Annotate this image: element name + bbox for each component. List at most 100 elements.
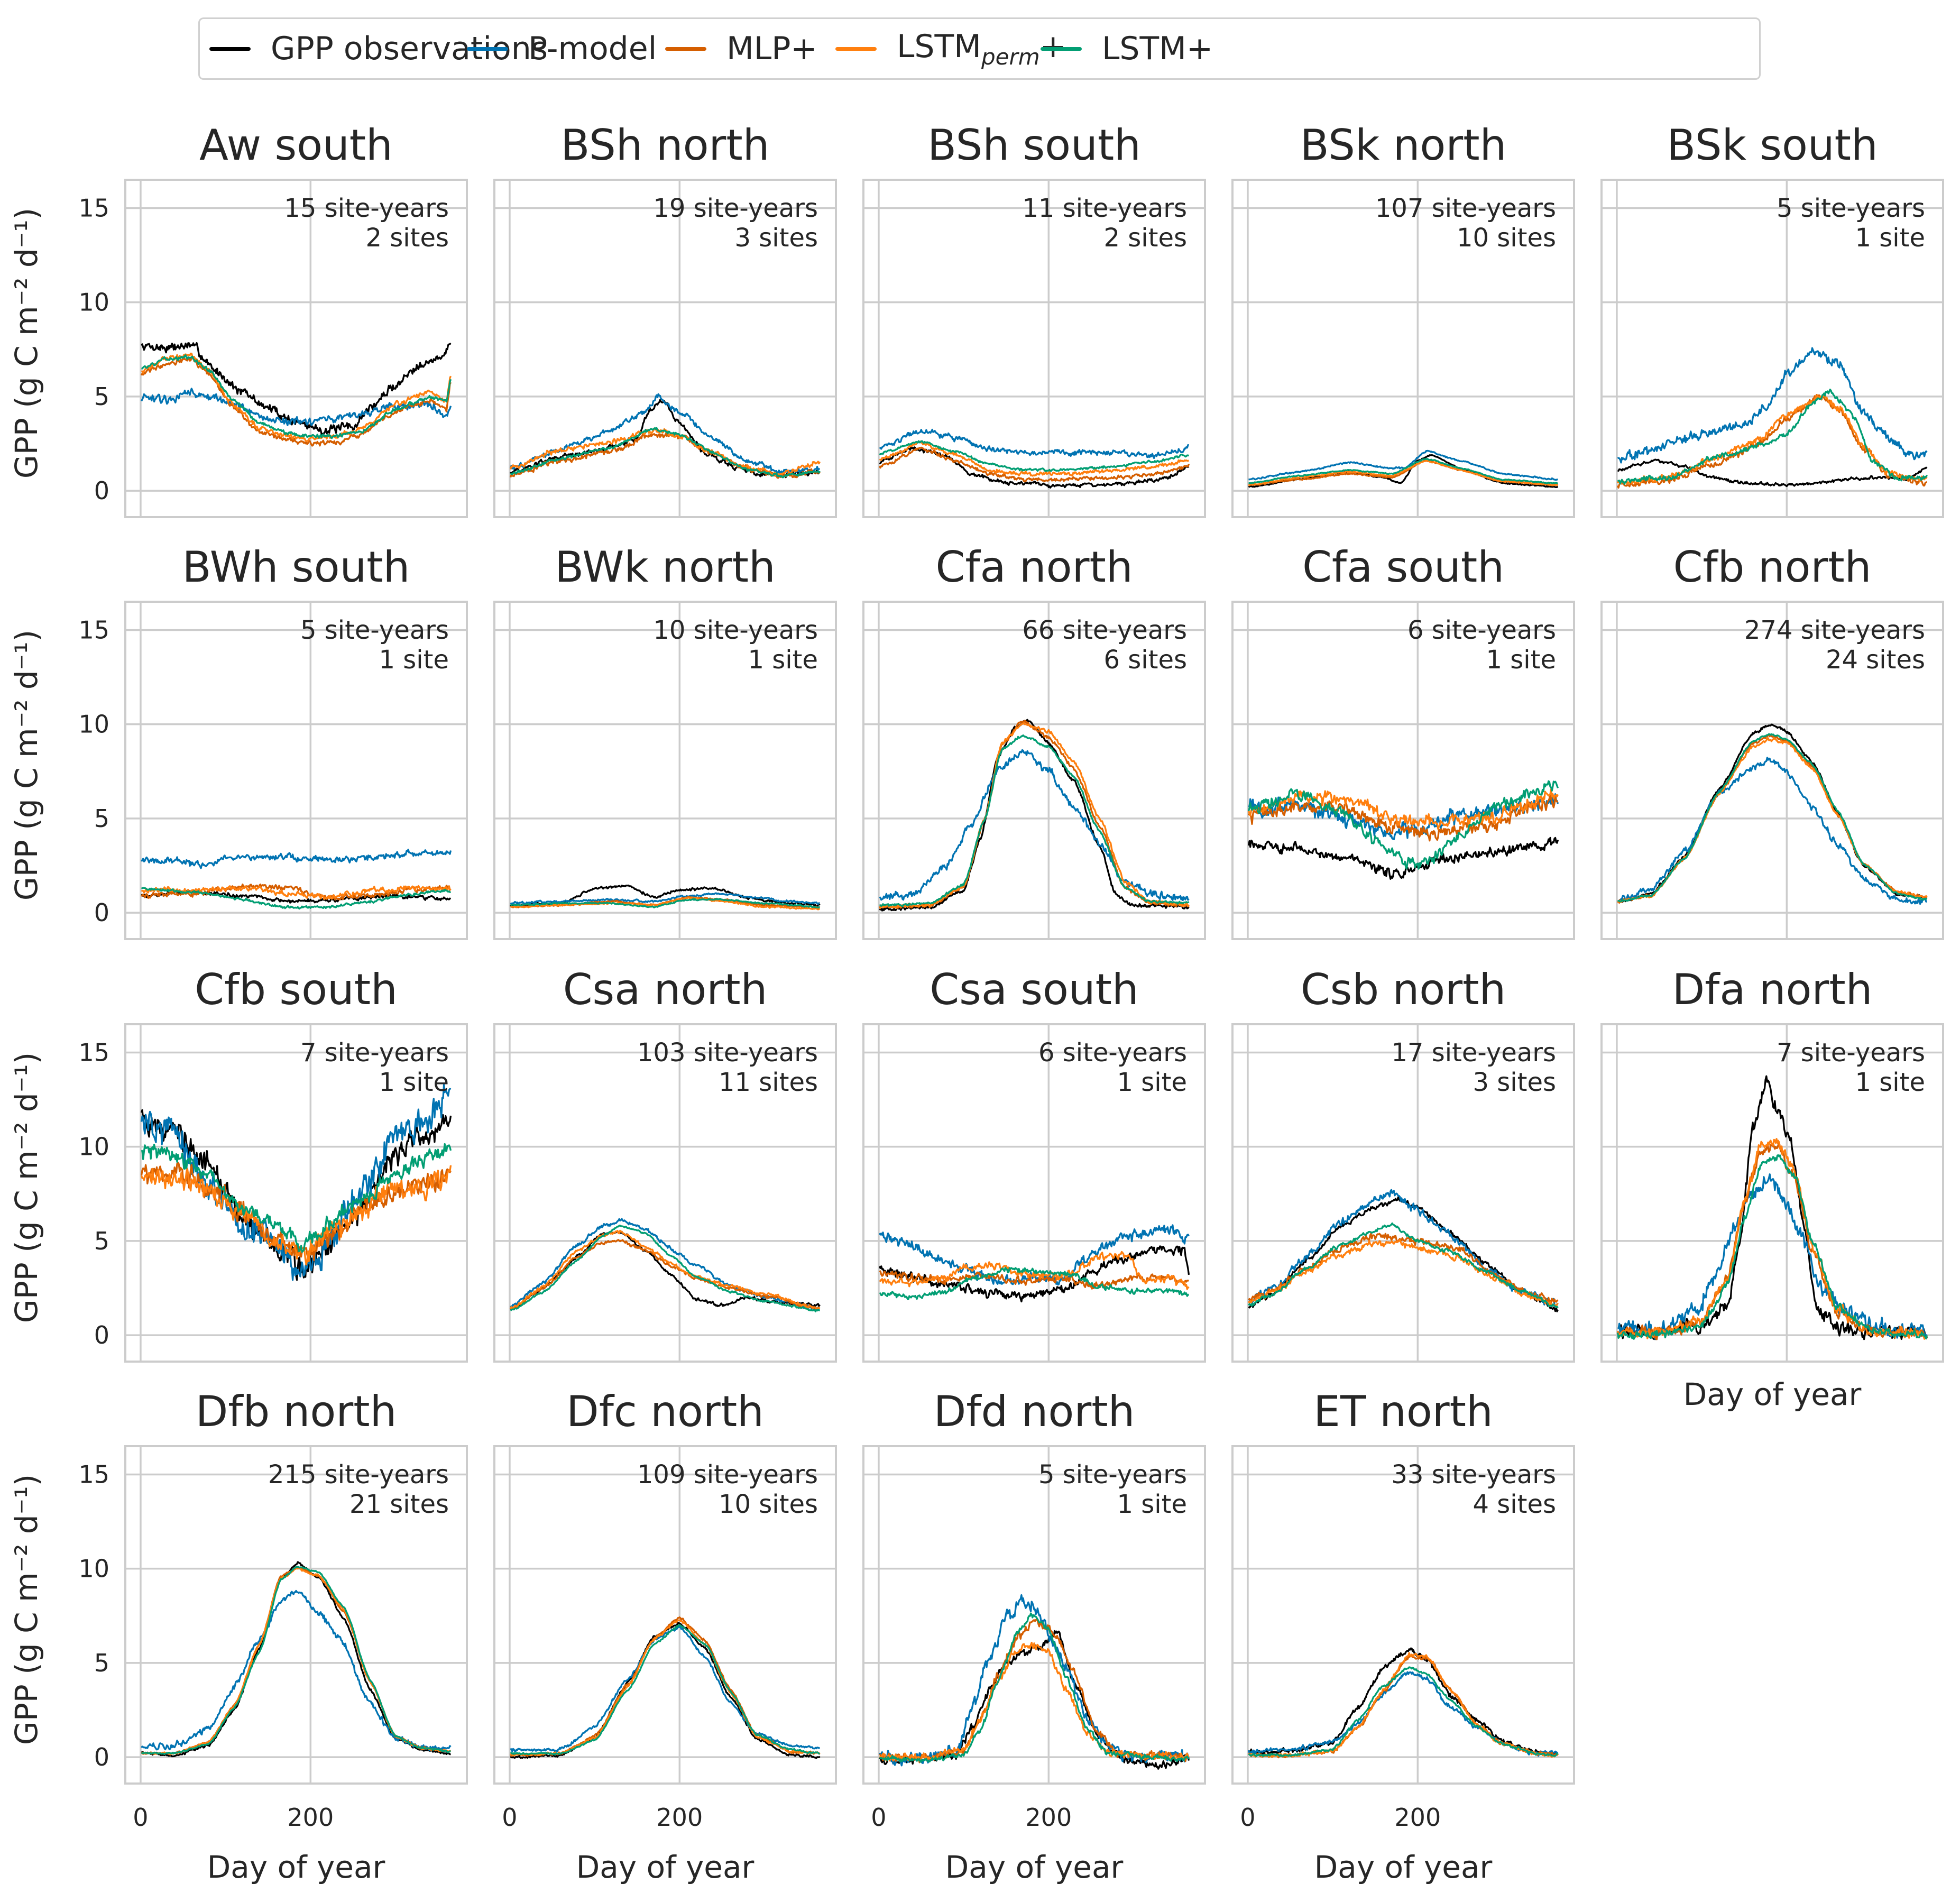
series-group [1248, 1189, 1559, 1312]
series-line-obs [1617, 458, 1928, 488]
series-group [140, 1083, 452, 1281]
legend-swatch [665, 47, 706, 51]
series-line-lstmperm [510, 1229, 820, 1310]
series-group [141, 342, 452, 447]
series-group [878, 719, 1190, 912]
series-group [1247, 1647, 1559, 1759]
ytick-label: 15 [78, 615, 109, 644]
ytick-label: 15 [78, 1460, 109, 1488]
series-line-pmodel [1248, 449, 1558, 481]
sites-count-label: 3 sites [735, 223, 818, 253]
site-years-label: 19 site-years [653, 194, 818, 223]
series-group [1617, 723, 1928, 905]
sites-count-label: 24 sites [1826, 645, 1925, 675]
series-line-obs [1247, 837, 1559, 880]
ytick-label: 0 [94, 1743, 109, 1771]
series-line-pmodel [879, 749, 1190, 902]
site-years-label: 66 site-years [1022, 615, 1187, 645]
site-years-label: 7 site-years [1777, 1038, 1925, 1068]
legend-item-pmodel: P-model [467, 19, 657, 78]
panel-title: Cfa south [1302, 543, 1504, 592]
series-line-lstmperm [141, 885, 452, 900]
site-years-label: 17 site-years [1391, 1038, 1556, 1068]
sites-count-label: 11 sites [719, 1068, 818, 1097]
series-line-pmodel [141, 849, 452, 869]
sites-count-label: 3 sites [1473, 1068, 1557, 1097]
panel-frame [124, 1445, 468, 1785]
series-line-lstm [879, 734, 1190, 907]
panel-frame [1600, 179, 1944, 518]
series-line-obs [140, 1109, 452, 1281]
xtick-label: 200 [287, 1803, 334, 1832]
sites-count-label: 1 site [1486, 645, 1557, 675]
panel-title: BWh south [182, 543, 410, 592]
site-years-label: 107 site-years [1375, 194, 1556, 223]
series-line-mlp [141, 883, 451, 901]
ytick-label: 5 [94, 1227, 109, 1255]
series-group [510, 1616, 821, 1759]
site-years-label: 103 site-years [637, 1038, 818, 1068]
panel-title: Dfc north [566, 1387, 764, 1436]
series-line-pmodel [140, 1083, 452, 1281]
panel-frame [1231, 601, 1575, 940]
series-group [141, 849, 452, 910]
sites-count-label: 1 site [379, 1068, 449, 1097]
panel-frame [493, 1023, 837, 1363]
sites-count-label: 1 site [1855, 1068, 1926, 1097]
legend-label: LSTM+ [1102, 30, 1213, 67]
sites-count-label: 1 site [748, 645, 818, 675]
panel-title: Dfd north [934, 1387, 1135, 1436]
xtick-label: 0 [1240, 1803, 1255, 1832]
panel-frame [862, 1023, 1206, 1363]
panel-title: Csa north [563, 965, 768, 1014]
series-group [1616, 347, 1928, 489]
series-line-pmodel [510, 892, 820, 905]
panel-frame [1231, 1445, 1575, 1785]
series-line-lstm [141, 354, 452, 439]
series-line-pmodel [1617, 1173, 1928, 1340]
ytick-label: 0 [94, 898, 109, 927]
site-years-label: 7 site-years [300, 1038, 449, 1068]
legend: GPP observations P-model MLP+ LSTMperm+ LSTM… [198, 17, 1761, 80]
series-line-lstmperm [879, 440, 1189, 477]
panel-frame [862, 601, 1206, 940]
xtick-label: 200 [656, 1803, 703, 1832]
y-axis-label: GPP (g C m⁻² d⁻¹) [8, 630, 44, 900]
panel-frame [124, 179, 468, 518]
ytick-label: 5 [94, 1649, 109, 1677]
series-line-obs [510, 399, 821, 479]
panel-title: Aw south [199, 121, 393, 170]
ytick-label: 0 [94, 1321, 109, 1349]
ytick-label: 10 [78, 288, 109, 317]
panel-title: ET north [1313, 1387, 1493, 1436]
sites-count-label: 4 sites [1473, 1490, 1557, 1519]
panel-frame [1231, 1023, 1575, 1363]
panel-title: Csb north [1301, 965, 1506, 1014]
ytick-label: 10 [78, 710, 109, 739]
legend-swatch [1041, 47, 1082, 51]
panel-frame [1600, 1023, 1944, 1363]
site-years-label: 33 site-years [1391, 1460, 1556, 1490]
series-group [878, 1594, 1190, 1770]
series-line-lstmperm [1248, 1239, 1559, 1307]
site-years-label: 5 site-years [1777, 194, 1925, 223]
series-line-lstm [1248, 457, 1558, 484]
panel-title: Dfa north [1672, 965, 1873, 1014]
y-axis-label: GPP (g C m⁻² d⁻¹) [8, 1474, 44, 1745]
sites-count-label: 1 site [1855, 223, 1926, 253]
series-line-lstmperm [510, 1619, 821, 1757]
series-line-lstm [510, 427, 821, 479]
series-line-lstmperm [1616, 1138, 1928, 1340]
